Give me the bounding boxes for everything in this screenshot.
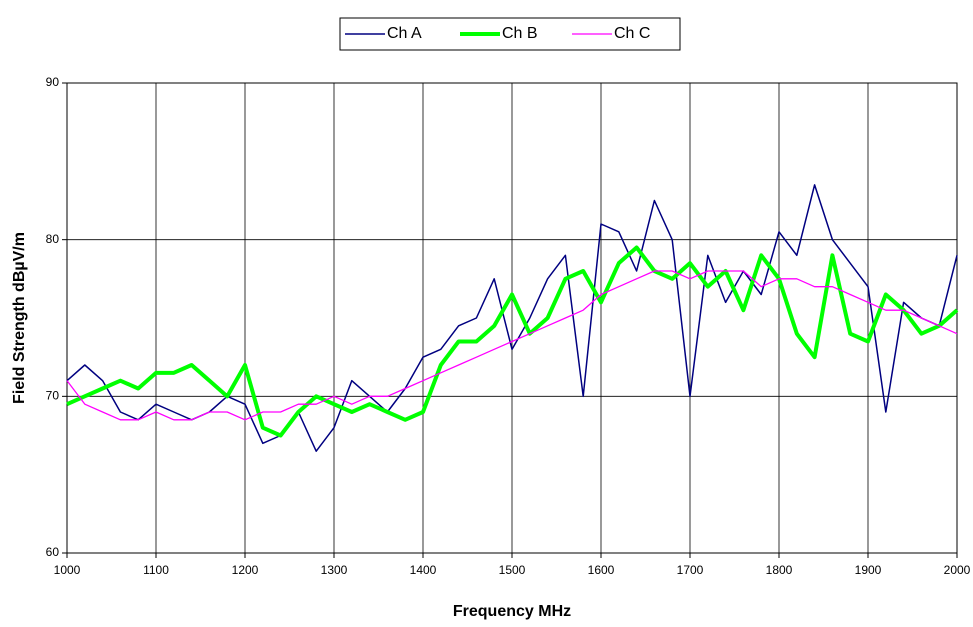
y-tick-label: 80 [46,232,60,246]
x-tick-label: 2000 [944,563,971,577]
x-tick-label: 1400 [410,563,437,577]
legend-box [339,17,681,51]
series-line [66,245,959,438]
x-tick-label: 1300 [321,563,348,577]
y-tick-label: 90 [46,75,60,89]
x-axis-label: Frequency MHz [453,603,571,620]
y-axis-label: Field Strength dBµV/m [11,232,28,404]
series-line [66,184,958,452]
y-tick-label: 60 [46,545,60,559]
x-tick-label: 1000 [54,563,81,577]
legend-label: Ch A [387,25,422,42]
legend-label: Ch C [614,25,650,42]
x-tick-label: 1700 [677,563,704,577]
x-tick-label: 1900 [855,563,882,577]
x-tick-label: 1800 [766,563,793,577]
series-line [66,270,958,421]
x-tick-label: 1600 [588,563,615,577]
y-tick-label: 70 [46,389,60,403]
x-tick-label: 1100 [143,563,169,577]
legend-label: Ch B [502,25,538,42]
x-tick-label: 1500 [499,563,526,577]
x-tick-label: 1200 [232,563,259,577]
